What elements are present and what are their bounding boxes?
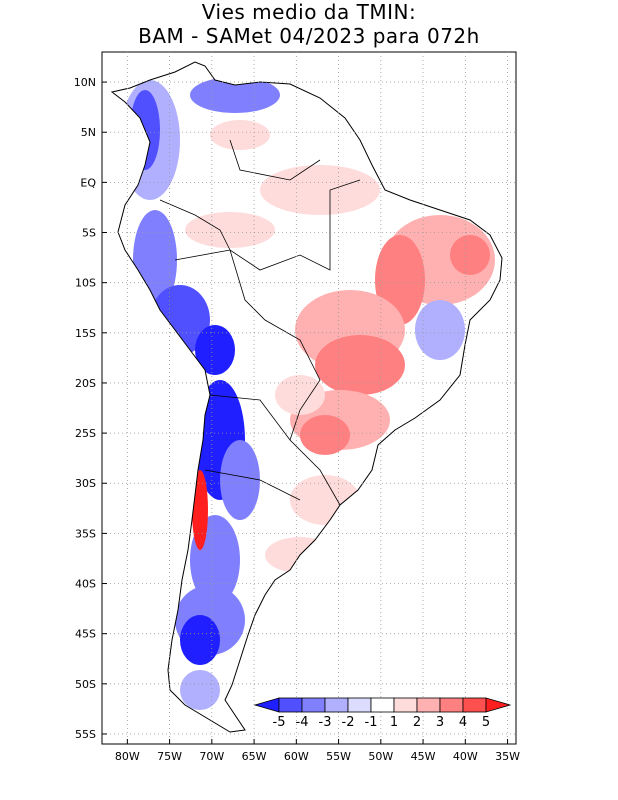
longitude-ticks: 80W 75W 70W 65W 60W 55W 50W 45W 40W 35W: [115, 739, 520, 763]
lat-tick-label: 20S: [75, 377, 96, 390]
map-title-line1: Vies medio da TMIN:: [201, 0, 417, 24]
lat-tick-label: 10S: [75, 277, 96, 290]
country-borders: [159, 139, 361, 506]
lat-tick-label: 15S: [75, 327, 96, 340]
colorbar-label: -2: [342, 715, 355, 730]
lon-tick-label: 45W: [411, 750, 436, 763]
colorbar-swatch: [324, 697, 349, 713]
colorbar-label: 2: [413, 715, 421, 730]
lon-tick-label: 50W: [368, 750, 393, 763]
lon-tick-label: 75W: [157, 750, 182, 763]
lat-tick-label: 45S: [75, 628, 96, 641]
lon-tick-label: 55W: [326, 750, 351, 763]
lon-tick-label: 60W: [284, 750, 309, 763]
colorbar-swatch: [439, 697, 464, 713]
lat-tick-label: 10N: [74, 76, 96, 89]
lon-tick-label: 40W: [453, 750, 478, 763]
lat-tick-label: 5N: [81, 126, 96, 139]
colorbar-label: -1: [365, 715, 378, 730]
colorbar-swatch: [462, 697, 487, 713]
lat-tick-label: 5S: [82, 227, 96, 240]
latitude-ticks: 10N 5N EQ 5S 10S 15S 20S 25S 30S 35S 40S 45S 50S 55S: [74, 76, 107, 741]
lon-tick-label: 65W: [242, 750, 267, 763]
colorbar-swatch: [370, 697, 395, 713]
colorbar-label: 3: [436, 715, 444, 730]
colorbar-swatch: [393, 697, 418, 713]
colorbar-label: -5: [273, 715, 286, 730]
lon-tick-label: 35W: [495, 750, 520, 763]
colorbar-swatch: [278, 697, 303, 713]
lon-tick-label: 70W: [199, 750, 224, 763]
map-title-line2: BAM - SAMet 04/2023 para 072h: [138, 24, 480, 48]
lat-tick-label: 25S: [75, 427, 96, 440]
colorbar: -5 -4 -3 -2 -1 1 2 3 4 5: [253, 697, 512, 730]
colorbar-label: 4: [459, 715, 467, 730]
colorbar-label: 5: [482, 715, 490, 730]
colorbar-label: 1: [390, 715, 398, 730]
colorbar-label: -3: [319, 715, 332, 730]
lat-tick-label: 55S: [75, 728, 96, 741]
map-grid: [102, 52, 516, 744]
lat-tick-label: EQ: [80, 176, 96, 189]
colorbar-max-arrow: [485, 697, 512, 713]
colorbar-swatch: [301, 697, 326, 713]
lat-tick-label: 50S: [75, 678, 96, 691]
lat-tick-label: 40S: [75, 578, 96, 591]
colorbar-label: -4: [296, 715, 309, 730]
colorbar-swatch: [347, 697, 372, 713]
colorbar-swatch: [416, 697, 441, 713]
lat-tick-label: 30S: [75, 477, 96, 490]
lon-tick-label: 80W: [115, 750, 140, 763]
lat-tick-label: 35S: [75, 527, 96, 540]
